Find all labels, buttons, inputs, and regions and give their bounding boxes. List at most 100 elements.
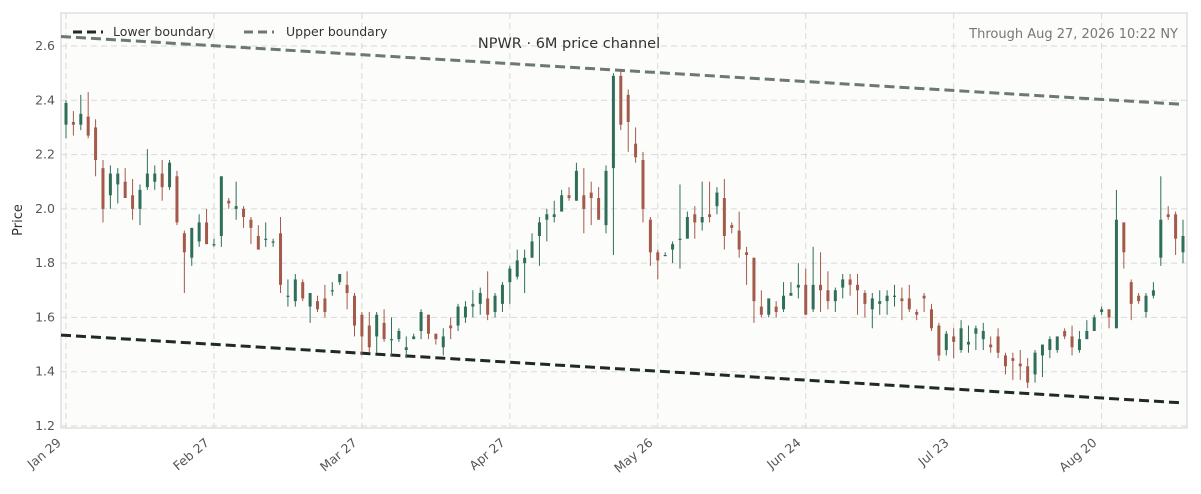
y-tick-label: 2.2: [35, 147, 55, 162]
candle: [552, 200, 556, 223]
candle-body: [1137, 295, 1141, 302]
candle-body: [449, 325, 453, 329]
candle-body: [574, 170, 578, 201]
y-tick-label: 1.6: [35, 309, 55, 324]
timestamp-label: Through Aug 27, 2026 10:22 NY: [968, 27, 1178, 42]
candle-body: [974, 328, 978, 334]
candle: [700, 181, 704, 231]
candle-body: [382, 322, 386, 340]
candle: [1181, 219, 1185, 264]
candle-body: [722, 198, 726, 236]
candle: [641, 151, 645, 223]
candle: [870, 293, 874, 329]
candle-body: [367, 325, 371, 348]
candle: [197, 214, 201, 247]
candle: [1107, 309, 1111, 329]
candle-body: [1092, 317, 1096, 331]
candle-body: [619, 75, 623, 125]
candlestick-series: [64, 70, 1185, 388]
candle: [671, 241, 675, 264]
candle-body: [604, 170, 608, 226]
lower-boundary-line: [60, 333, 1184, 405]
candle-body: [1077, 339, 1081, 350]
candle-body: [1018, 363, 1022, 367]
y-tick-label: 2.0: [35, 201, 55, 216]
candle: [848, 274, 852, 296]
candle-body: [493, 295, 497, 312]
candle: [789, 282, 793, 296]
candle: [168, 160, 172, 190]
candle: [256, 225, 260, 250]
candle: [131, 179, 135, 220]
candle: [234, 181, 238, 220]
candle: [412, 333, 416, 340]
candle: [367, 312, 371, 353]
candle: [804, 268, 808, 315]
candle-body: [989, 344, 993, 348]
candle-body: [1114, 219, 1118, 329]
candle: [582, 168, 586, 234]
candle: [352, 293, 356, 337]
candle: [1055, 336, 1059, 353]
candle-body: [308, 293, 312, 307]
candle-body: [212, 244, 216, 246]
candle: [1159, 176, 1163, 266]
candle-body: [1048, 339, 1052, 350]
candle-body: [1055, 336, 1059, 350]
candle: [811, 246, 815, 312]
candle: [715, 187, 719, 215]
candle: [1144, 293, 1148, 318]
candle: [693, 206, 697, 239]
candle-body: [523, 257, 527, 264]
candle: [175, 170, 179, 226]
candle-body: [205, 222, 209, 245]
candle: [996, 328, 1000, 359]
candle: [345, 271, 349, 310]
candle-body: [863, 293, 867, 304]
candle: [774, 301, 778, 318]
candle: [1033, 350, 1037, 383]
candle-body: [1122, 222, 1126, 253]
candle-body: [71, 122, 75, 125]
candle-body: [463, 306, 467, 318]
candle: [722, 179, 726, 250]
candle-body: [286, 295, 290, 297]
candle: [486, 271, 490, 321]
candle: [338, 274, 342, 285]
candle: [375, 312, 379, 353]
candle: [1129, 279, 1133, 321]
candle: [767, 298, 771, 318]
chart-title: NPWR · 6M price channel: [478, 36, 660, 52]
candle-body: [789, 293, 793, 296]
candle-body: [86, 116, 90, 136]
y-axis-label: Price: [11, 204, 26, 236]
candle: [974, 325, 978, 350]
candle-body: [293, 279, 297, 302]
candle: [937, 322, 941, 361]
candle-body: [153, 173, 157, 182]
legend-label-upper: Upper boundary: [286, 24, 388, 39]
candle-body: [345, 284, 349, 293]
candle-body: [441, 336, 445, 348]
candle: [441, 328, 445, 356]
candle-body: [981, 331, 985, 340]
candle: [826, 271, 830, 310]
candle-body: [663, 255, 667, 257]
candle: [1114, 189, 1118, 329]
candle: [634, 127, 638, 163]
candle: [382, 309, 386, 342]
candle-body: [700, 217, 704, 223]
candle-body: [249, 219, 253, 228]
upper-boundary-line: [60, 35, 1184, 106]
candle-body: [182, 233, 186, 253]
candle-body: [389, 339, 393, 341]
y-tick-label: 2.4: [35, 92, 55, 107]
candle: [648, 217, 652, 266]
candle: [426, 314, 430, 340]
candle: [1166, 206, 1170, 220]
candle: [264, 222, 268, 247]
candle: [271, 238, 275, 247]
candle-body: [944, 333, 948, 350]
plot-area: [60, 12, 1188, 429]
